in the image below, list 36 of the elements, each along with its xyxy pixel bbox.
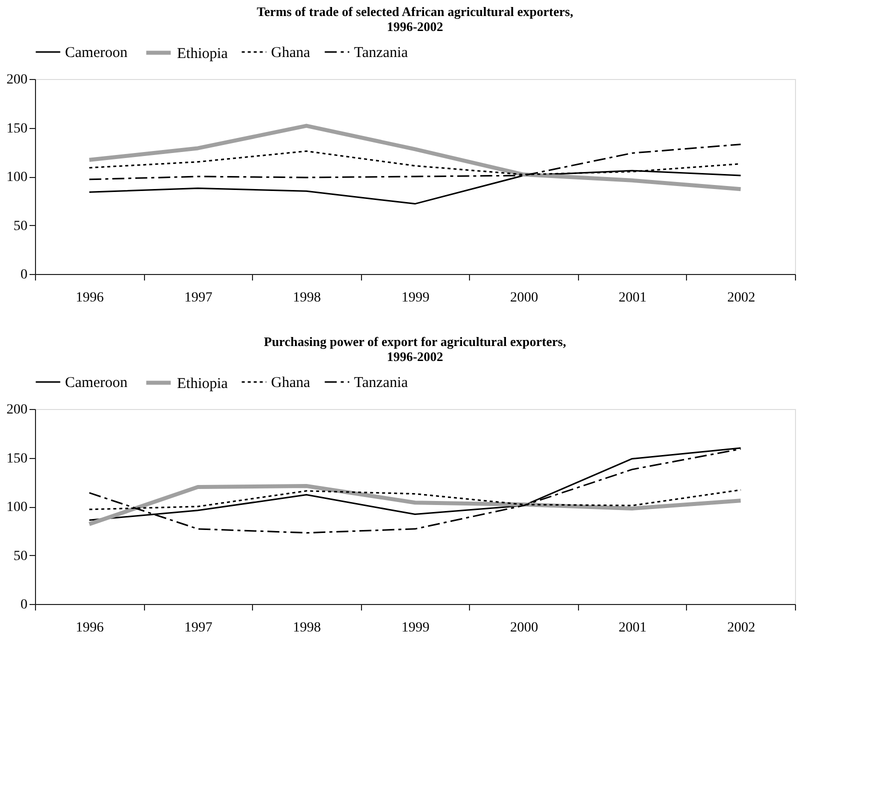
x-tick-label: 2001 <box>618 290 647 306</box>
x-tick-label: 1999 <box>402 620 430 636</box>
y-tick-label: 150 <box>6 121 28 136</box>
y-tick-label: 50 <box>14 548 28 564</box>
x-tick-label: 1998 <box>292 290 321 306</box>
y-tick-label: 100 <box>6 500 28 515</box>
chart-title: Terms of trade of selected African agricultural exporters, 1996-2002 <box>256 4 574 34</box>
y-tick-label: 150 <box>6 451 28 466</box>
x-tick-label: 1997 <box>184 620 212 636</box>
legend-label: Tanzania <box>354 375 408 391</box>
x-tick-label: 2001 <box>618 620 647 636</box>
legend-label: Ghana <box>271 375 310 391</box>
y-tick-label: 200 <box>6 402 28 418</box>
legend-label: Tanzania <box>354 45 408 61</box>
y-tick-label: 50 <box>14 218 28 234</box>
y-tick-label: 100 <box>6 170 28 185</box>
x-tick-label: 2002 <box>727 620 756 636</box>
line-series <box>87 124 743 192</box>
x-tick-label: 1997 <box>184 290 212 306</box>
x-tick-label: 1998 <box>292 620 321 636</box>
legend-label: Ghana <box>271 45 310 61</box>
x-tick-label: 2000 <box>510 620 538 636</box>
legend-label: Cameroon <box>65 375 128 391</box>
legend-label: Ethiopia <box>177 376 228 392</box>
x-tick-label: 1999 <box>402 290 430 306</box>
y-tick-label: 200 <box>6 72 28 88</box>
x-tick-label: 2002 <box>727 290 756 306</box>
chart-title: Purchasing power of export for agricultural exporters, 1996-2002 <box>264 334 566 364</box>
x-tick-label: 2000 <box>510 290 538 306</box>
legend-label: Cameroon <box>65 45 128 61</box>
y-tick-label: 0 <box>20 268 28 282</box>
line-series <box>87 484 743 526</box>
x-tick-label: 1996 <box>76 620 104 636</box>
x-tick-label: 1996 <box>76 290 104 306</box>
legend-label: Ethiopia <box>177 46 228 62</box>
y-tick-label: 0 <box>20 598 28 612</box>
